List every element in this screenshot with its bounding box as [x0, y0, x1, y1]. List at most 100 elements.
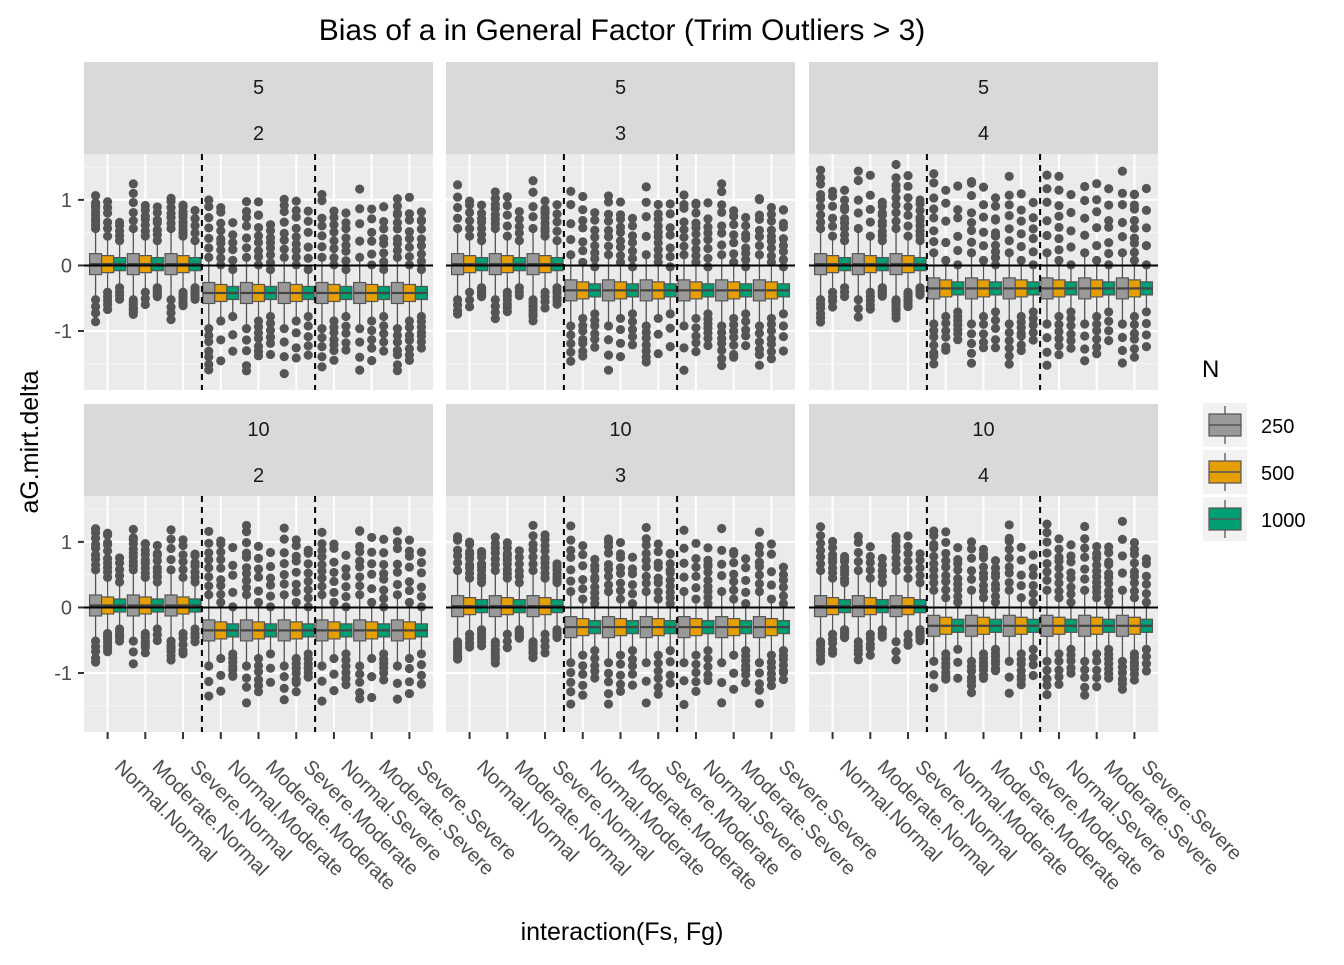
outlier-point	[416, 649, 427, 659]
outlier-point	[1129, 558, 1140, 568]
outlier-point	[839, 214, 850, 224]
outlier-point	[514, 566, 524, 576]
outlier-point	[729, 352, 739, 362]
outlier-point	[1080, 213, 1090, 223]
outlier-point	[717, 586, 727, 597]
outlier-point	[815, 522, 826, 532]
outlier-point	[766, 680, 777, 691]
outlier-point	[1004, 319, 1014, 329]
outlier-point	[392, 559, 403, 569]
outlier-point	[303, 350, 313, 360]
outlier-point	[679, 658, 689, 668]
outlier-point	[953, 213, 963, 223]
outlier-point	[228, 560, 238, 570]
outlier-point	[1016, 229, 1026, 239]
outlier-point	[1042, 184, 1052, 194]
outlier-point	[1028, 597, 1038, 607]
outlier-point	[915, 577, 925, 588]
outlier-point	[615, 670, 626, 680]
outlier-point	[416, 215, 427, 225]
outlier-point	[241, 323, 252, 334]
outlier-point	[729, 219, 739, 230]
outlier-point	[691, 244, 701, 254]
outlier-point	[291, 687, 301, 697]
outlier-point	[1054, 552, 1064, 562]
outlier-point	[966, 329, 977, 339]
outlier-point	[317, 696, 327, 706]
outlier-point	[228, 230, 238, 240]
outlier-point	[464, 537, 475, 547]
outlier-point	[204, 252, 214, 262]
outlier-point	[204, 563, 214, 573]
outlier-point	[891, 216, 901, 226]
outlier-point	[128, 647, 138, 657]
outlier-point	[941, 311, 951, 322]
facet-panel: 5 2 -1 0 1	[54, 62, 433, 390]
outlier-point	[627, 661, 638, 671]
outlier-point	[627, 598, 638, 609]
outlier-point	[566, 330, 576, 340]
outlier-point	[341, 218, 351, 228]
outlier-point	[953, 555, 963, 565]
outlier-point	[754, 586, 765, 597]
outlier-point	[953, 591, 963, 602]
outlier-point	[627, 646, 638, 656]
outlier-point	[853, 195, 863, 205]
outlier-point	[1080, 543, 1090, 553]
outlier-point	[990, 591, 1001, 601]
outlier-point	[253, 597, 264, 607]
outlier-point	[552, 632, 562, 643]
outlier-point	[578, 223, 588, 233]
outlier-point	[265, 318, 276, 328]
outlier-point	[1104, 184, 1114, 194]
outlier-point	[1092, 672, 1102, 683]
outlier-point	[502, 210, 512, 220]
outlier-point	[265, 338, 276, 348]
outlier-point	[703, 262, 713, 272]
outlier-point	[1042, 680, 1052, 690]
outlier-point	[603, 677, 614, 687]
outlier-point	[379, 346, 389, 356]
outlier-point	[966, 237, 977, 247]
outlier-point	[665, 549, 675, 559]
outlier-point	[253, 667, 264, 677]
outlier-point	[778, 309, 789, 319]
outlier-point	[404, 227, 415, 237]
outlier-point	[241, 575, 252, 586]
outlier-point	[717, 186, 727, 197]
outlier-point	[653, 689, 663, 699]
outlier-point	[627, 309, 638, 319]
outlier-point	[355, 236, 365, 246]
outlier-point	[502, 200, 512, 211]
outlier-point	[966, 319, 977, 329]
outlier-point	[90, 295, 101, 305]
outlier-point	[540, 553, 550, 563]
outlier-point	[766, 346, 777, 357]
outlier-point	[540, 530, 550, 540]
facet-strip	[446, 404, 795, 496]
outlier-point	[615, 242, 626, 252]
outlier-point	[679, 190, 689, 200]
outlier-point	[766, 662, 777, 673]
outlier-point	[1042, 548, 1052, 558]
outlier-point	[228, 264, 238, 275]
outlier-point	[303, 206, 313, 216]
outlier-point	[766, 539, 777, 549]
outlier-point	[1129, 586, 1140, 596]
outlier-point	[416, 207, 427, 217]
outlier-point	[1042, 575, 1052, 585]
outlier-point	[653, 673, 663, 683]
outlier-point	[1004, 190, 1014, 200]
outlier-point	[1004, 211, 1014, 221]
outlier-point	[228, 245, 238, 255]
facet-strip	[84, 62, 433, 154]
outlier-point	[741, 598, 751, 609]
outlier-point	[1080, 195, 1090, 206]
outlier-point	[741, 562, 751, 573]
outlier-point	[1004, 562, 1014, 572]
outlier-point	[653, 594, 663, 604]
outlier-point	[265, 573, 276, 583]
outlier-point	[1054, 211, 1064, 221]
outlier-point	[729, 206, 739, 216]
outlier-point	[691, 686, 701, 696]
